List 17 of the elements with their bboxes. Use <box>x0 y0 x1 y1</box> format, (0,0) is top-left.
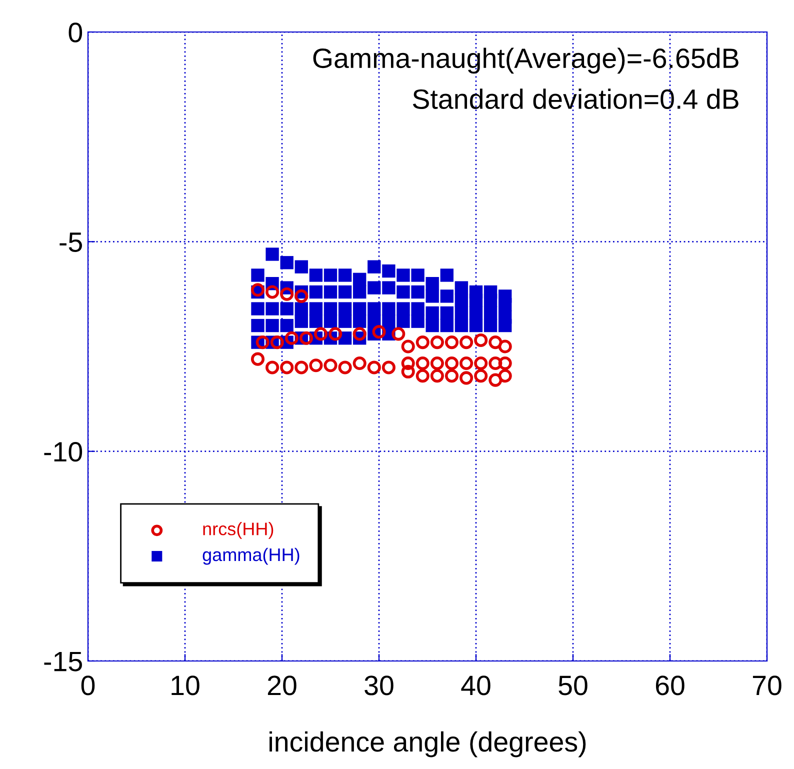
x-tick-label: 50 <box>558 676 588 696</box>
x-axis-title: incidence angle (degrees) <box>270 731 586 758</box>
x-tick-label: 10 <box>172 676 200 696</box>
annotation: Gamma-naught(Average)=-6.65dB <box>313 48 738 74</box>
x-tick-label: 70 <box>752 676 782 696</box>
x-tick-label: 30 <box>364 676 394 696</box>
x-tick-label: 0 <box>81 676 95 696</box>
x-tick-label: 40 <box>461 676 490 696</box>
annotation: Standard deviation=0.4 dB <box>412 88 738 110</box>
x-tick-label: 20 <box>268 676 296 696</box>
legend-label: gamma(HH) <box>202 548 300 565</box>
y-tick-label: 0 <box>68 22 82 42</box>
y-tick-label: -5 <box>60 232 82 252</box>
legend-label: nrcs(HH) <box>203 522 274 539</box>
y-tick-label: -10 <box>44 442 82 462</box>
x-tick-label: 60 <box>656 676 684 696</box>
y-tick-label: -15 <box>44 652 82 672</box>
